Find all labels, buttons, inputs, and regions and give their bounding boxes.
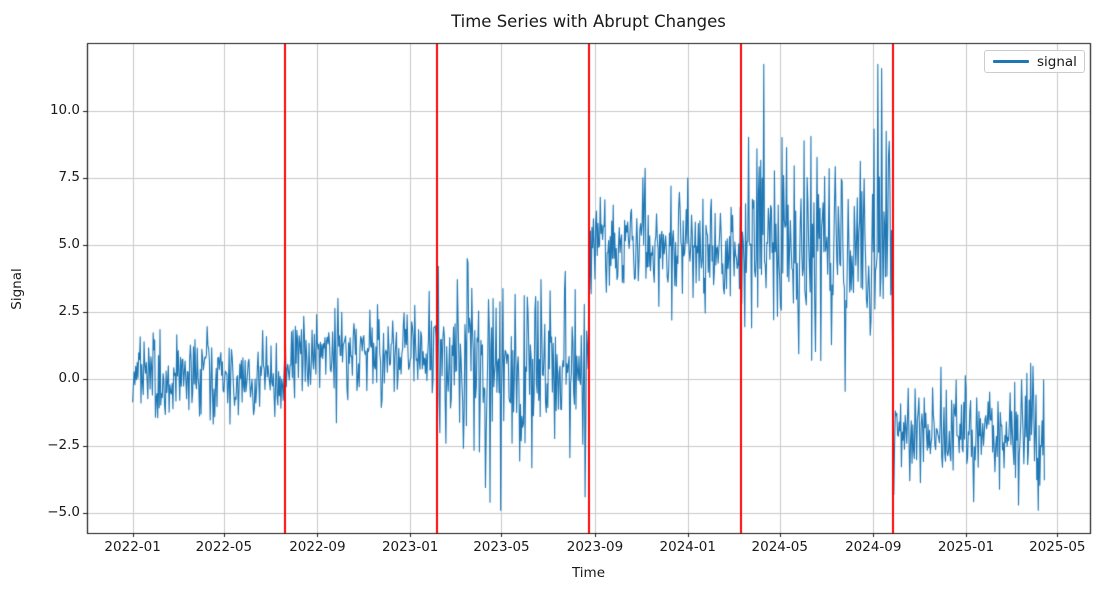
x-tick-label: 2022-09	[289, 539, 346, 555]
x-axis-label: Time	[571, 565, 606, 581]
y-tick-label: −5.0	[47, 503, 80, 520]
x-tick-label: 2025-01	[937, 539, 995, 555]
x-tick-label: 2024-09	[845, 539, 902, 555]
x-tick-label: 2023-09	[566, 539, 624, 555]
y-tick-label: 5.0	[58, 236, 80, 253]
x-tick-label: 2023-05	[473, 539, 530, 555]
chart-title: Time Series with Abrupt Changes	[451, 12, 726, 31]
y-tick-label: 0.0	[58, 370, 80, 387]
y-tick-label: 2.5	[58, 303, 80, 320]
x-tick-label: 2022-05	[195, 539, 253, 555]
x-tick-label: 2024-05	[751, 539, 808, 555]
x-tick-label: 2024-01	[659, 539, 716, 555]
y-tick-label: 7.5	[58, 169, 80, 186]
legend-label: signal	[1037, 53, 1077, 70]
y-tick-label: −2.5	[47, 436, 80, 453]
y-tick-label: 10.0	[49, 102, 80, 119]
x-tick-label: 2022-01	[104, 539, 161, 555]
legend-signal-line-icon	[993, 60, 1029, 63]
legend: signal	[984, 50, 1085, 73]
x-tick-label: 2025-05	[1029, 539, 1086, 555]
x-tick-label: 2023-01	[381, 539, 439, 555]
